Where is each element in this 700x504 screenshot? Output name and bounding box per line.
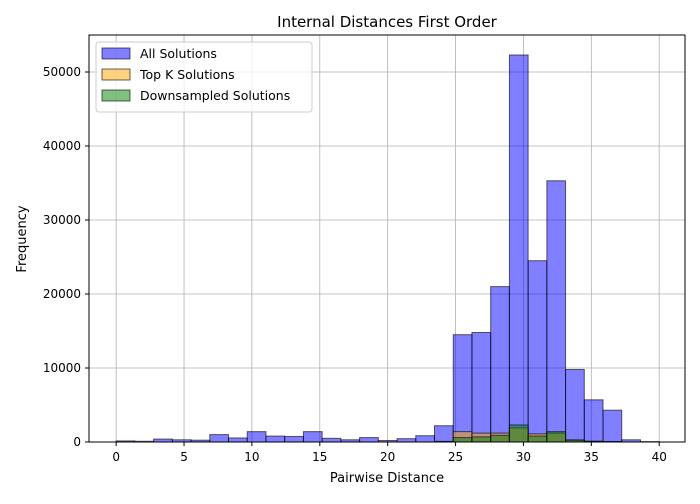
x-tick-label: 30 [516, 450, 531, 464]
y-tick-label: 40000 [43, 139, 81, 153]
histogram-bar [509, 425, 528, 442]
legend-item: Downsampled Solutions [102, 88, 290, 103]
y-tick-label: 50000 [43, 65, 81, 79]
histogram-bar [285, 436, 304, 442]
histogram-bar [603, 410, 622, 442]
histogram-bar [210, 435, 229, 442]
x-axis-ticks: 0 5 10 15 20 25 30 35 40 [112, 442, 667, 464]
histogram-bar [434, 426, 453, 442]
y-axis-label: Frequency [15, 205, 30, 272]
histogram-bar [491, 287, 510, 442]
legend-label: All Solutions [140, 46, 217, 61]
x-tick-label: 35 [584, 450, 599, 464]
legend-swatch [102, 90, 130, 101]
legend-label: Top K Solutions [139, 67, 235, 82]
legend-swatch [102, 69, 130, 80]
x-tick-label: 25 [448, 450, 463, 464]
histogram-bar [360, 438, 379, 442]
x-tick-label: 40 [652, 450, 667, 464]
histogram-bar [229, 438, 248, 442]
histogram-bar [416, 436, 435, 442]
legend-item: Top K Solutions [102, 67, 235, 82]
histogram-bar [584, 400, 603, 442]
x-tick-label: 0 [112, 450, 120, 464]
histogram-bar [453, 335, 472, 442]
chart-title: Internal Distances First Order [277, 13, 498, 31]
histogram-bar [566, 369, 585, 442]
legend-item: All Solutions [102, 46, 217, 61]
x-tick-label: 15 [312, 450, 327, 464]
y-tick-label: 10000 [43, 361, 81, 375]
histogram-bar [247, 432, 266, 442]
histogram-bar [472, 332, 491, 442]
x-tick-label: 20 [380, 450, 395, 464]
histogram-bar [491, 435, 510, 442]
legend-swatch [102, 48, 130, 59]
y-tick-label: 0 [73, 435, 81, 449]
histogram-bar [472, 437, 491, 442]
legend-label: Downsampled Solutions [140, 88, 290, 103]
histogram-bar [547, 432, 566, 442]
histogram-bar [453, 438, 472, 442]
histogram-bar [528, 436, 547, 442]
histogram-bar [322, 438, 341, 442]
histogram-bar [528, 261, 547, 442]
histogram-bar [547, 181, 566, 442]
x-axis-label: Pairwise Distance [330, 471, 444, 486]
legend: All Solutions Top K Solutions Downsampled … [96, 42, 312, 112]
histogram-bar [509, 55, 528, 442]
x-tick-label: 10 [244, 450, 259, 464]
histogram-bar [303, 432, 322, 442]
histogram-bar [266, 436, 285, 442]
x-tick-label: 5 [180, 450, 188, 464]
y-tick-label: 30000 [43, 213, 81, 227]
y-axis-ticks: 0 10000 20000 30000 40000 50000 [43, 65, 89, 449]
y-tick-label: 20000 [43, 287, 81, 301]
